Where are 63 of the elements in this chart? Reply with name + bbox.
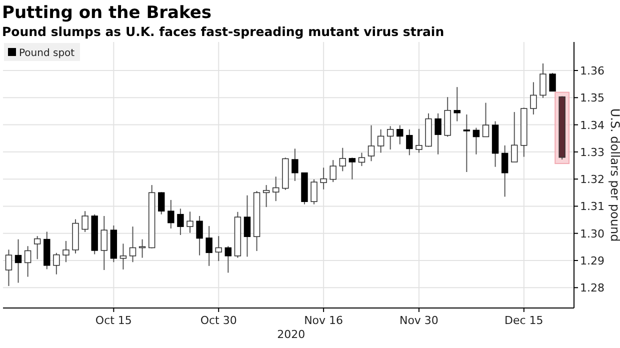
candlestick xyxy=(244,194,251,258)
candlestick xyxy=(129,226,136,263)
legend-label: Pound spot xyxy=(19,48,75,59)
candlestick xyxy=(377,128,384,154)
candlestick xyxy=(530,82,537,115)
x-tick-label: Oct 15 xyxy=(95,314,132,327)
candlestick xyxy=(224,246,232,274)
candlestick xyxy=(53,252,60,275)
x-tick-label: Nov 16 xyxy=(304,314,344,327)
y-tick-label: 1.35 xyxy=(580,92,604,105)
candlestick xyxy=(358,152,366,167)
candlestick xyxy=(463,114,470,173)
candlestick xyxy=(262,184,270,208)
candlestick xyxy=(368,124,375,162)
y-tick-label: 1.28 xyxy=(580,282,604,295)
y-tick-label: 1.29 xyxy=(580,254,604,268)
y-tick-label: 1.30 xyxy=(580,227,604,240)
candlestick xyxy=(186,211,194,234)
candlestick xyxy=(158,192,165,215)
candlestick xyxy=(472,127,480,155)
candlestick xyxy=(100,215,108,270)
y-axis-title: U.S. dollars per pound xyxy=(608,108,620,242)
candlestick xyxy=(177,208,184,236)
candlestick xyxy=(215,236,222,262)
candlestick xyxy=(24,246,32,278)
candlestick xyxy=(501,144,508,198)
candlestick xyxy=(339,147,346,172)
y-tick-label: 1.31 xyxy=(580,200,604,214)
candlestick xyxy=(206,226,212,266)
candlestick xyxy=(406,128,413,156)
candlestick xyxy=(386,126,394,150)
candlestick xyxy=(82,210,88,232)
y-tick-label: 1.36 xyxy=(580,64,604,78)
candlestick xyxy=(482,102,490,138)
candlestick xyxy=(196,215,203,256)
y-tick-label: 1.33 xyxy=(580,146,604,159)
candlestick xyxy=(549,72,556,92)
candlestick xyxy=(348,157,356,180)
y-tick-label: 1.34 xyxy=(580,118,604,132)
candlestick xyxy=(511,112,518,162)
candlestick xyxy=(310,178,318,205)
candlestick xyxy=(34,236,41,260)
candlestick xyxy=(14,238,22,284)
y-tick-label: 1.32 xyxy=(580,173,604,186)
candlestick xyxy=(454,86,460,122)
candlestick xyxy=(540,62,546,98)
candlestick xyxy=(330,160,336,183)
candlestick xyxy=(434,112,442,155)
x-tick-label: Nov 30 xyxy=(399,314,438,327)
x-tick-label: Dec 15 xyxy=(504,314,544,327)
candlestick xyxy=(168,199,174,229)
x-tick-label: Oct 30 xyxy=(200,314,237,327)
candlestick xyxy=(292,148,298,182)
candlestick xyxy=(396,124,404,145)
candlestick xyxy=(416,128,422,154)
candlestick xyxy=(272,176,280,202)
chart-title: Putting on the Brakes xyxy=(2,3,212,23)
x-axis-title: 2020 xyxy=(277,328,306,341)
candlestick xyxy=(62,240,70,263)
candlestick xyxy=(5,249,12,287)
candlestick xyxy=(120,243,127,270)
candlestick xyxy=(320,167,327,190)
chart-subtitle: Pound slumps as U.K. faces fast-spreading mutant virus strain xyxy=(2,24,444,39)
